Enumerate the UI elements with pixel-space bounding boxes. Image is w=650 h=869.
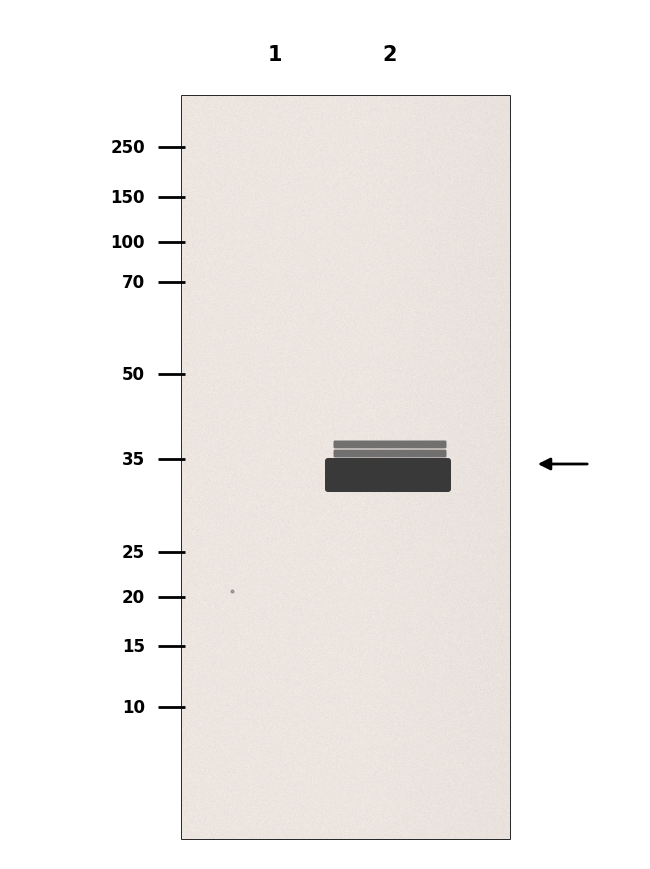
Text: 1: 1	[268, 45, 282, 65]
Text: 15: 15	[122, 637, 145, 655]
Text: 70: 70	[122, 274, 145, 292]
FancyBboxPatch shape	[333, 450, 447, 458]
FancyBboxPatch shape	[333, 441, 447, 449]
Text: 10: 10	[122, 698, 145, 716]
Text: 50: 50	[122, 366, 145, 383]
Text: 250: 250	[111, 139, 145, 156]
Text: 20: 20	[122, 588, 145, 607]
FancyBboxPatch shape	[325, 459, 451, 493]
Text: 2: 2	[383, 45, 397, 65]
Text: 35: 35	[122, 450, 145, 468]
Bar	[182, 96, 510, 839]
Text: 25: 25	[122, 543, 145, 561]
Text: 150: 150	[111, 189, 145, 207]
Text: 100: 100	[111, 234, 145, 252]
